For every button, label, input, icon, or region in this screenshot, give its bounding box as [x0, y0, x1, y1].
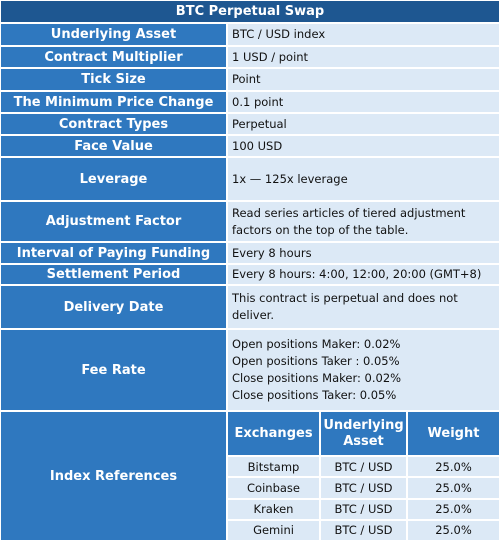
index-cell: 25.0%: [407, 519, 500, 541]
row-value: Point: [227, 68, 500, 91]
index-cell: 25.0%: [407, 477, 500, 499]
row-value: Open positions Maker: 0.02% Open position…: [227, 329, 500, 411]
index-cell: Gemini: [227, 519, 320, 541]
index-cell: BTC / USD: [320, 519, 407, 541]
index-cell: BTC / USD: [320, 477, 407, 499]
table-title: BTC Perpetual Swap: [0, 0, 500, 23]
row-label: Delivery Date: [0, 285, 227, 329]
row-label: Underlying Asset: [0, 23, 227, 46]
row-value: 1x — 125x leverage: [227, 157, 500, 201]
row-label: Face Value: [0, 135, 227, 157]
row-label: The Minimum Price Change: [0, 91, 227, 113]
row-label: Contract Multiplier: [0, 46, 227, 68]
row-value: This contract is perpetual and does not …: [227, 285, 500, 329]
row-label: Adjustment Factor: [0, 201, 227, 242]
row-label: Settlement Period: [0, 264, 227, 285]
row-label: Fee Rate: [0, 329, 227, 411]
row-value: Perpetual: [227, 113, 500, 135]
value-line: Open positions Maker: 0.02%: [232, 337, 401, 351]
row-value: Every 8 hours: 4:00, 12:00, 20:00 (GMT+8…: [227, 264, 500, 285]
index-cell: Bitstamp: [227, 456, 320, 478]
row-value: 100 USD: [227, 135, 500, 157]
index-cell: BTC / USD: [320, 456, 407, 478]
index-cell: Coinbase: [227, 477, 320, 499]
index-cell: Kraken: [227, 498, 320, 520]
index-cell: 25.0%: [407, 456, 500, 478]
value-line: Close positions Taker: 0.05%: [232, 388, 397, 402]
row-label: Contract Types: [0, 113, 227, 135]
row-label: Index References: [0, 411, 227, 541]
column-header: Exchanges: [227, 411, 320, 456]
row-value: Read series articles of tiered adjustmen…: [227, 201, 500, 242]
row-label: Tick Size: [0, 68, 227, 91]
row-value: 0.1 point: [227, 91, 500, 113]
value-line: Open positions Taker : 0.05%: [232, 354, 400, 368]
value-line: Close positions Maker: 0.02%: [232, 371, 402, 385]
index-cell: BTC / USD: [320, 498, 407, 520]
index-cell: 25.0%: [407, 498, 500, 520]
row-value: BTC / USD index: [227, 23, 500, 46]
column-header: Underlying Asset: [320, 411, 407, 456]
column-header: Weight: [407, 411, 500, 456]
row-label: Interval of Paying Funding: [0, 242, 227, 264]
row-value: 1 USD / point: [227, 46, 500, 68]
row-label: Leverage: [0, 157, 227, 201]
row-value: Every 8 hours: [227, 242, 500, 264]
